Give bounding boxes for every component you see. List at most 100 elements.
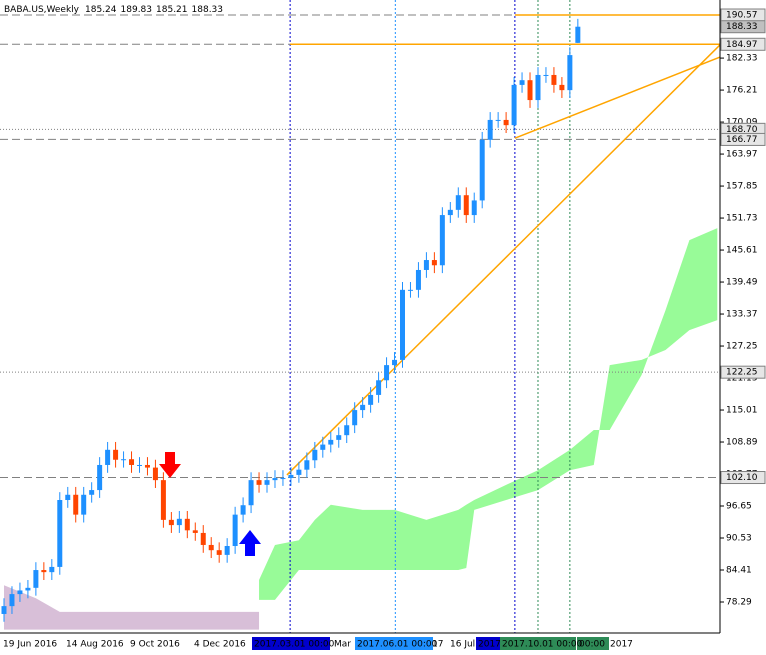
candle-body bbox=[431, 260, 437, 266]
y-tick-label: 176.21 bbox=[726, 86, 758, 96]
candle-body bbox=[567, 55, 573, 91]
vline-label-box bbox=[577, 637, 609, 650]
candle-body bbox=[65, 494, 71, 501]
candle-body bbox=[17, 590, 23, 595]
candle-body bbox=[105, 449, 111, 465]
candle-body bbox=[121, 459, 127, 461]
ichimoku-cloud bbox=[4, 585, 260, 630]
candle-body bbox=[527, 80, 533, 101]
candle-body bbox=[160, 480, 166, 520]
candle-body bbox=[360, 404, 366, 411]
y-tick-label: 163.97 bbox=[726, 150, 758, 160]
price-label-box bbox=[720, 20, 766, 34]
level-label-box bbox=[720, 471, 766, 485]
candle-body bbox=[384, 365, 390, 381]
buy-arrow bbox=[239, 530, 261, 556]
candle-body bbox=[415, 269, 421, 290]
candle-body bbox=[1, 606, 7, 614]
candle-body bbox=[168, 519, 174, 526]
candle-body bbox=[320, 444, 326, 450]
candle-body bbox=[256, 480, 262, 485]
candle-body bbox=[144, 464, 150, 468]
last-open: 185.24 bbox=[85, 5, 117, 15]
candle-body bbox=[423, 260, 429, 270]
last-low: 185.21 bbox=[156, 5, 188, 15]
candle-body bbox=[89, 490, 95, 495]
x-tick-label: 14 Aug 2016 bbox=[66, 640, 124, 650]
candle-body bbox=[328, 439, 334, 445]
candle-body bbox=[224, 546, 230, 555]
candle-body bbox=[232, 514, 238, 547]
vline-label: 2017.03.01 00:00 bbox=[254, 640, 335, 650]
candle-body bbox=[33, 570, 39, 588]
level-label: 190.57 bbox=[726, 11, 758, 21]
y-tick-label: 108.89 bbox=[726, 438, 758, 448]
last-high: 189.83 bbox=[121, 5, 153, 15]
candle-body bbox=[113, 449, 119, 460]
candle-body bbox=[400, 289, 405, 360]
candle-body bbox=[543, 74, 549, 76]
candle-body bbox=[176, 518, 182, 526]
candle-body bbox=[511, 84, 517, 126]
candle-body bbox=[559, 84, 565, 91]
candle-body bbox=[463, 195, 469, 216]
candle-body bbox=[264, 480, 270, 485]
candle-body bbox=[368, 394, 374, 405]
candle-body bbox=[487, 119, 493, 140]
candle-body bbox=[73, 494, 79, 515]
candle-body bbox=[376, 380, 382, 395]
x-tick-label: 4 Dec 2016 bbox=[194, 640, 246, 650]
symbol: BABA.US,Weekly bbox=[4, 5, 80, 15]
vline-label-box bbox=[252, 637, 330, 650]
candle-body bbox=[200, 532, 206, 545]
candle-body bbox=[296, 469, 302, 475]
candle-body bbox=[439, 215, 445, 266]
candle-body bbox=[208, 544, 214, 551]
candle-body bbox=[272, 478, 278, 481]
vline-label-box bbox=[500, 637, 576, 650]
candle-body bbox=[81, 494, 87, 515]
candle-body bbox=[152, 467, 158, 481]
candle-body bbox=[479, 139, 485, 201]
y-tick-label: 139.49 bbox=[726, 278, 758, 288]
x-tick-label: 9 Oct 2016 bbox=[130, 640, 180, 650]
level-label: 184.97 bbox=[726, 40, 758, 50]
vline-label: 2017 bbox=[478, 640, 501, 650]
price-label: 188.33 bbox=[726, 22, 758, 32]
candle-body bbox=[57, 500, 63, 567]
candle-body bbox=[471, 200, 477, 216]
trendline bbox=[514, 56, 720, 139]
y-tick-label: 127.25 bbox=[726, 342, 758, 352]
candle-body bbox=[519, 80, 525, 85]
x-tick-label: 19 Jun 2016 bbox=[3, 640, 57, 650]
y-tick-label: 84.41 bbox=[726, 566, 752, 576]
candle-body bbox=[184, 518, 190, 531]
candle-body bbox=[49, 566, 55, 573]
y-tick-label: 157.85 bbox=[726, 182, 758, 192]
level-label-box bbox=[720, 132, 766, 146]
level-label: 122.25 bbox=[726, 368, 758, 378]
x-tick-label: 17 bbox=[432, 640, 443, 650]
last-close: 188.33 bbox=[192, 5, 224, 15]
candle-body bbox=[535, 74, 541, 101]
y-tick-label: 151.73 bbox=[726, 214, 758, 224]
candle-body bbox=[41, 570, 47, 573]
candle-body bbox=[288, 474, 294, 479]
candle-body bbox=[336, 435, 342, 440]
sell-arrow bbox=[159, 452, 181, 478]
y-tick-label: 145.61 bbox=[726, 246, 758, 256]
candle-body bbox=[495, 119, 501, 121]
candle-body bbox=[407, 289, 413, 291]
candle-body bbox=[97, 464, 103, 491]
candle-body bbox=[503, 119, 509, 126]
y-tick-label: 115.01 bbox=[726, 406, 758, 416]
ichimoku-cloud bbox=[259, 228, 718, 600]
level-label: 166.77 bbox=[726, 135, 758, 145]
y-tick-label: 90.53 bbox=[726, 534, 752, 544]
y-tick-label: 133.37 bbox=[726, 310, 758, 320]
vline-label: 2017.10.01 00:00 bbox=[502, 640, 583, 650]
candle-body bbox=[312, 449, 318, 461]
candle-body bbox=[304, 460, 310, 470]
level-label-box bbox=[720, 37, 766, 51]
vline-label: 00:00 bbox=[579, 640, 605, 650]
